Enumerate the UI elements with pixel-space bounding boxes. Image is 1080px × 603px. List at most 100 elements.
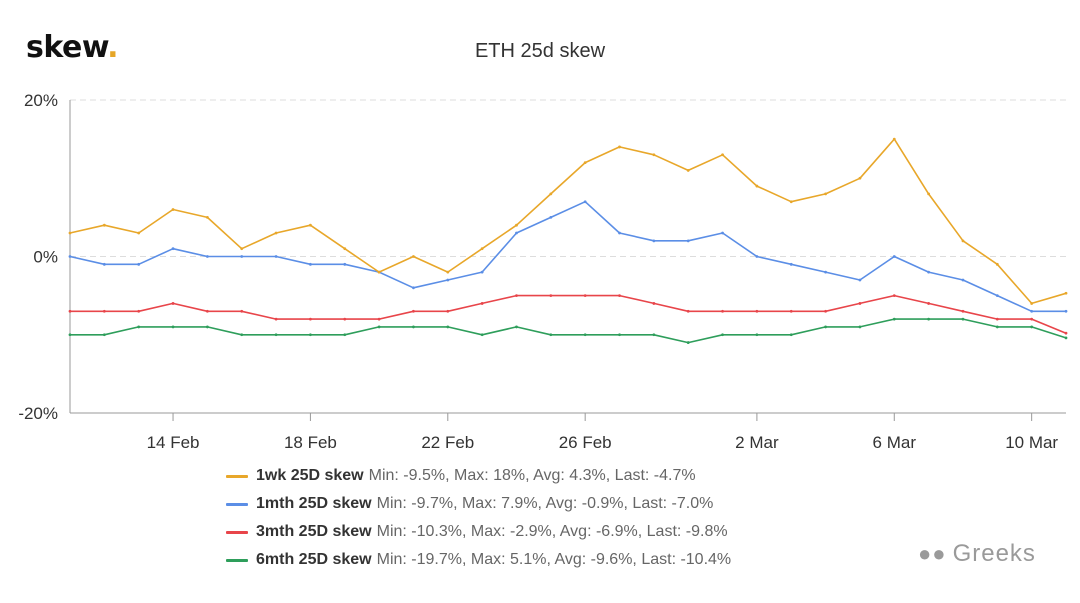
data-point-1	[68, 255, 72, 258]
data-point-1	[240, 255, 244, 258]
legend-swatch	[226, 530, 248, 534]
data-point-3	[205, 325, 209, 329]
data-point-2	[102, 309, 106, 313]
legend-swatch	[226, 474, 248, 478]
x-tick-label: 6 Mar	[873, 433, 917, 452]
data-point-3	[515, 325, 518, 329]
data-point-1	[309, 262, 312, 266]
data-point-2	[377, 317, 381, 321]
data-point-0	[1030, 302, 1034, 305]
data-point-0	[789, 200, 793, 204]
data-point-3	[446, 325, 450, 329]
series-line-2	[70, 294, 1067, 334]
data-point-0	[721, 153, 724, 157]
data-point-1	[515, 231, 518, 235]
series-line-1	[69, 200, 1066, 313]
series-line-0	[69, 138, 1067, 305]
legend-item[interactable]: 1mth 25D skew Min: -9.7%, Max: 7.9%, Avg:…	[226, 490, 731, 518]
watermark: ●● Greeks	[918, 540, 1036, 568]
legend-item[interactable]: 6mth 25D skew Min: -19.7%, Max: 5.1%, Avg…	[226, 546, 731, 574]
data-point-1	[171, 247, 175, 251]
data-point-2	[1064, 331, 1068, 335]
data-point-1	[205, 255, 209, 258]
data-point-1	[961, 278, 965, 282]
data-point-1	[343, 262, 347, 266]
data-point-1	[995, 294, 999, 298]
data-point-3	[137, 325, 141, 329]
data-point-0	[858, 176, 862, 180]
data-point-3	[309, 333, 312, 337]
skew-logo: skew.	[26, 30, 119, 65]
x-tick-label: 18 Feb	[284, 433, 337, 452]
data-point-2	[68, 309, 72, 313]
legend-item[interactable]: 1wk 25D skew Min: -9.5%, Max: 18%, Avg: 4…	[226, 462, 731, 490]
data-point-2	[480, 302, 484, 305]
data-point-0	[515, 223, 518, 227]
data-point-3	[412, 325, 415, 329]
data-point-1	[446, 278, 450, 282]
data-point-3	[377, 325, 381, 329]
data-point-3	[652, 333, 656, 337]
data-point-0	[68, 231, 72, 235]
legend-swatch	[226, 502, 248, 506]
data-point-1	[824, 270, 827, 274]
data-point-1	[1064, 309, 1068, 313]
watermark-text: Greeks	[952, 540, 1036, 567]
logo-text: skew	[26, 30, 108, 65]
data-point-0	[377, 270, 381, 274]
data-point-2	[927, 302, 931, 305]
data-point-3	[480, 333, 484, 337]
data-point-3	[549, 333, 553, 337]
data-point-1	[618, 231, 621, 235]
data-point-0	[171, 208, 175, 211]
data-point-1	[789, 262, 793, 266]
data-point-2	[274, 317, 278, 321]
data-point-2	[515, 294, 518, 298]
data-point-0	[995, 262, 999, 266]
data-point-3	[1064, 336, 1068, 340]
y-tick-label: 0%	[33, 248, 58, 267]
data-point-1	[892, 255, 896, 258]
data-point-2	[446, 309, 450, 313]
data-point-0	[205, 215, 209, 219]
data-point-2	[309, 317, 312, 321]
data-point-2	[995, 317, 999, 321]
data-point-2	[137, 309, 141, 313]
data-point-3	[240, 333, 244, 337]
data-point-3	[824, 325, 827, 329]
data-point-2	[961, 309, 965, 313]
data-point-1	[549, 215, 553, 219]
legend-series-stats: Min: -9.5%, Max: 18%, Avg: 4.3%, Last: -…	[368, 467, 696, 484]
data-point-0	[137, 231, 141, 235]
data-point-1	[652, 239, 656, 243]
data-point-0	[583, 161, 587, 165]
data-point-2	[824, 309, 827, 313]
data-point-3	[102, 333, 106, 337]
data-point-0	[686, 169, 690, 172]
data-point-3	[721, 333, 724, 337]
data-point-0	[240, 247, 244, 251]
data-point-0	[102, 223, 106, 227]
data-point-3	[961, 317, 965, 321]
data-point-0	[480, 247, 484, 251]
data-point-2	[412, 309, 415, 313]
data-point-0	[927, 192, 931, 196]
data-point-3	[171, 325, 175, 329]
legend-series-stats: Min: -9.7%, Max: 7.9%, Avg: -0.9%, Last:…	[376, 495, 714, 512]
data-point-0	[412, 255, 415, 258]
data-point-0	[618, 145, 621, 149]
legend-item[interactable]: 3mth 25D skew Min: -10.3%, Max: -2.9%, Av…	[226, 518, 731, 546]
data-point-3	[995, 325, 999, 329]
data-point-2	[343, 317, 347, 321]
data-point-3	[1030, 325, 1034, 329]
data-point-0	[343, 247, 347, 251]
x-tick-label: 22 Feb	[421, 433, 474, 452]
x-tick-label: 14 Feb	[147, 433, 200, 452]
data-point-0	[309, 223, 312, 227]
data-point-1	[137, 262, 141, 266]
data-point-3	[583, 333, 587, 337]
data-point-2	[755, 309, 759, 313]
data-point-3	[755, 333, 759, 337]
data-point-0	[274, 231, 278, 235]
data-point-0	[892, 137, 896, 141]
